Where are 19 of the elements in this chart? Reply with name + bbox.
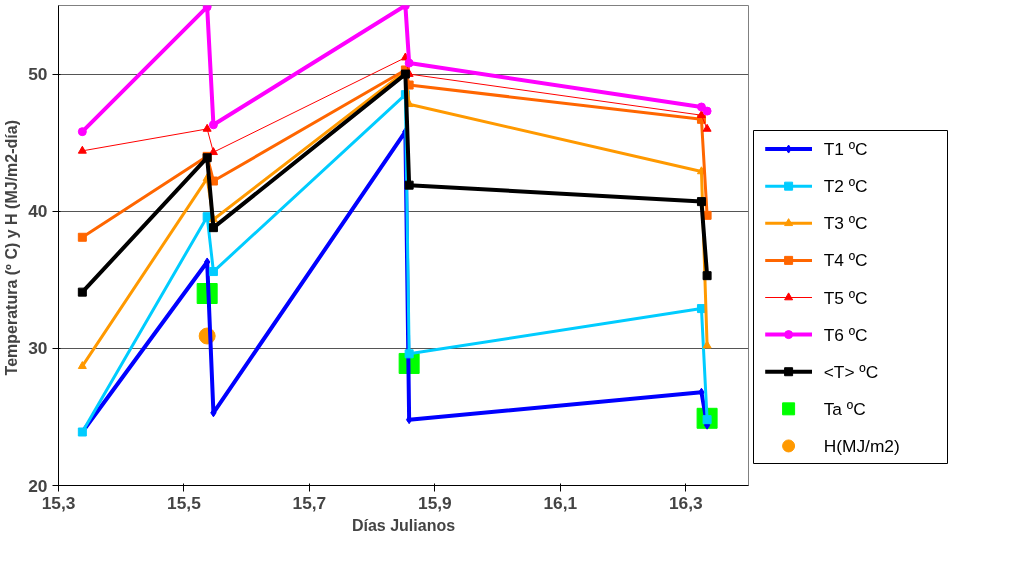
legend-label: T6 ºC: [823, 324, 868, 345]
legend-label: T4 ºC: [823, 250, 868, 271]
legend-label: Ta ºC: [823, 398, 866, 419]
legend-label: H(MJ/m2): [823, 435, 900, 456]
x-tick-label: 15,7: [292, 492, 327, 513]
y-axis-title: Temperatura (º C) y H (MJ/m2-día): [3, 120, 21, 376]
legend-label: T5 ºC: [823, 287, 868, 308]
legend-label: T2 ºC: [823, 176, 868, 197]
x-tick-label: 16,3: [668, 492, 703, 513]
x-tick-label: 15,5: [167, 492, 202, 513]
y-tick-label: 50: [28, 64, 48, 85]
y-tick-label: 40: [28, 201, 48, 222]
legend-label: T1 ºC: [823, 139, 868, 160]
x-axis-title: Días Julianos: [351, 516, 456, 534]
legend-label: <T> ºC: [823, 361, 879, 382]
legend-label: T3 ºC: [823, 213, 868, 234]
x-tick-label: 16,1: [543, 492, 578, 513]
y-tick-label: 30: [28, 338, 48, 359]
x-tick-label: 15,9: [418, 492, 452, 513]
